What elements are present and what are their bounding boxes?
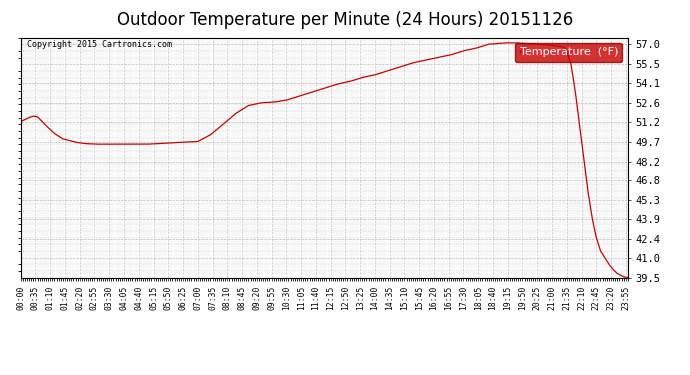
Legend: Temperature  (°F): Temperature (°F) [515,43,622,62]
Text: Copyright 2015 Cartronics.com: Copyright 2015 Cartronics.com [27,40,172,49]
Text: Outdoor Temperature per Minute (24 Hours) 20151126: Outdoor Temperature per Minute (24 Hours… [117,11,573,29]
